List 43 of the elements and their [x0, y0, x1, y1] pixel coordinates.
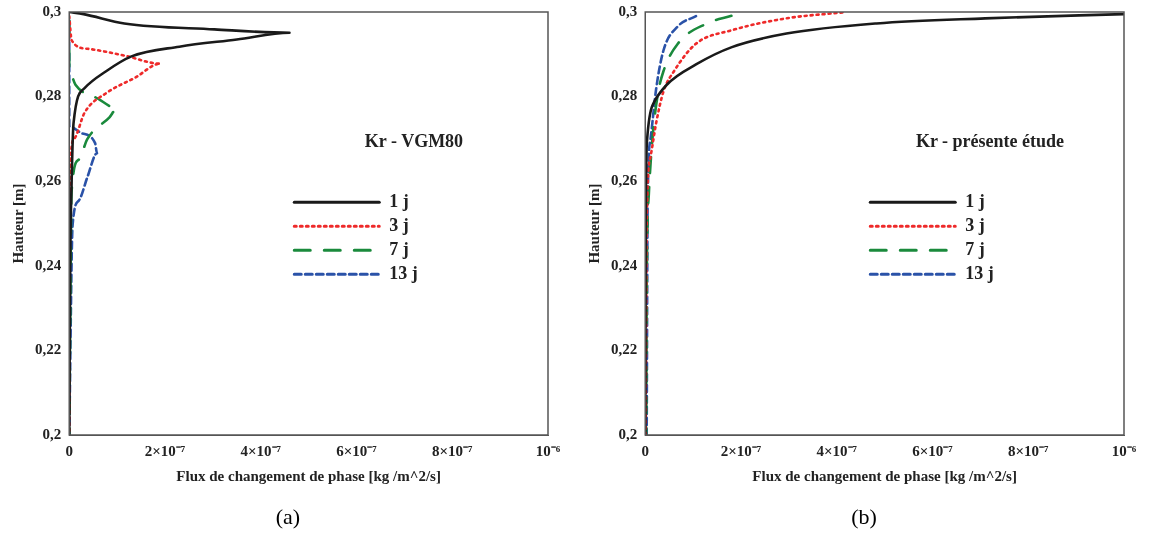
annotation: Kr - présente étude [915, 131, 1065, 152]
legend-label: 1 j [965, 191, 985, 212]
y-axis-title: Hauteur [m] [9, 183, 26, 264]
y-tick-label: 0,2 [42, 425, 62, 442]
line-series [69, 12, 291, 435]
x-tick-label: 10⁻⁶ [535, 442, 561, 459]
x-axis-title: Flux de changement de phase [kg /m^2/s] [752, 467, 1017, 484]
y-tick-label: 0,22 [611, 341, 638, 358]
y-tick-label: 0,2 [618, 425, 638, 442]
x-tick-label: 10⁻⁶ [1111, 442, 1137, 459]
y-tick-label: 0,3 [618, 2, 638, 19]
x-tick-label: 6×10⁻⁷ [912, 442, 954, 459]
x-axis-title: Flux de changement de phase [kg /m^2/s] [176, 467, 441, 484]
x-tick-label: 2×10⁻⁷ [144, 442, 186, 459]
legend-label: 7 j [965, 239, 985, 260]
y-axis-title: Hauteur [m] [585, 183, 602, 264]
y-tick-label: 0,26 [611, 172, 638, 189]
y-tick-label: 0,24 [611, 256, 638, 273]
y-tick-label: 0,3 [42, 2, 62, 19]
legend-label: 13 j [389, 263, 418, 284]
x-tick-label: 6×10⁻⁷ [336, 442, 378, 459]
text: (b) [850, 504, 878, 530]
x-tick-label: 4×10⁻⁷ [816, 442, 858, 459]
text: (a) [274, 504, 302, 530]
x-tick-label: 2×10⁻⁷ [720, 442, 762, 459]
legend-label: 1 j [389, 191, 409, 212]
annotation: Kr - VGM80 [364, 131, 464, 152]
y-tick-label: 0,24 [35, 256, 62, 273]
y-tick-label: 0,28 [611, 87, 638, 104]
x-tick-label: 8×10⁻⁷ [431, 442, 474, 459]
y-tick-label: 0,26 [35, 172, 62, 189]
x-tick-label: 4×10⁻⁷ [240, 442, 282, 459]
x-tick-label: 8×10⁻⁷ [1007, 442, 1050, 459]
legend-label: 13 j [965, 263, 994, 284]
y-tick-label: 0,28 [35, 87, 62, 104]
legend-label: 3 j [389, 215, 409, 236]
line-series [645, 14, 698, 435]
x-tick-label: 0 [641, 442, 649, 459]
y-tick-label: 0,22 [35, 341, 62, 358]
x-tick-label: 0 [65, 442, 73, 459]
legend-label: 3 j [965, 215, 985, 236]
line-series [645, 12, 1124, 435]
legend-label: 7 j [389, 239, 409, 260]
